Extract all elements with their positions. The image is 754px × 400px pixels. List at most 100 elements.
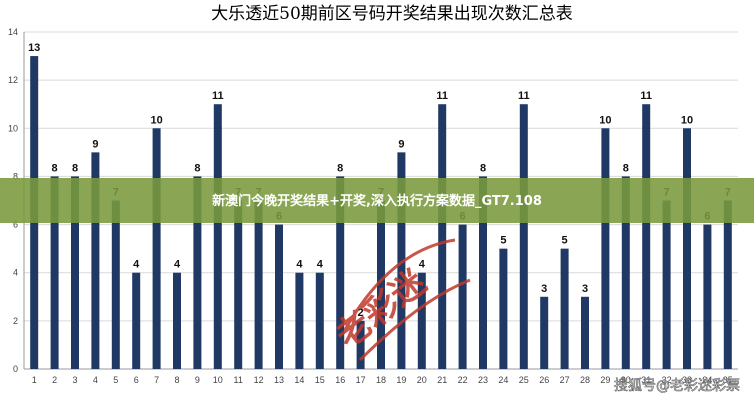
x-tick-label: 11 — [234, 375, 243, 385]
bar — [111, 200, 120, 369]
x-tick-label: 12 — [254, 375, 264, 385]
x-tick-label: 26 — [539, 375, 549, 385]
y-axis-ticks: 0 2 4 6 8 10 12 14 — [8, 27, 18, 374]
bar — [173, 272, 181, 369]
data-label: 8 — [623, 162, 629, 174]
x-tick-label: 31 — [641, 375, 651, 385]
banner — [0, 178, 754, 223]
data-label: 4 — [317, 259, 324, 271]
bar — [254, 200, 263, 369]
chart-title: 大乐透近50期前区号码开奖结果出现次数汇总表 — [211, 4, 573, 24]
x-tick-label: 18 — [376, 375, 386, 385]
y-tick-label: 2 — [13, 316, 18, 326]
bar — [519, 104, 528, 369]
data-label: 3 — [582, 283, 588, 295]
data-label: 5 — [500, 235, 506, 247]
bar — [723, 200, 732, 369]
y-tick-label: 12 — [8, 75, 18, 85]
x-tick-label: 27 — [560, 375, 570, 385]
watermark-text: 搜狐号@老彩迷彩票 — [614, 378, 740, 394]
bar — [560, 248, 569, 369]
y-tick-label: 8 — [13, 171, 18, 181]
bar — [377, 200, 385, 369]
data-label: 10 — [681, 114, 693, 126]
data-label: 9 — [92, 138, 98, 150]
bar — [601, 128, 610, 369]
x-tick-label: 33 — [682, 375, 692, 385]
x-tick-label: 5 — [113, 375, 118, 385]
bar — [132, 272, 141, 369]
data-label: 5 — [562, 235, 568, 247]
bar — [356, 320, 365, 369]
x-tick-label: 35 — [723, 375, 733, 385]
y-tick-label: 14 — [8, 27, 18, 37]
bar — [397, 152, 406, 369]
x-tick-label: 30 — [621, 375, 631, 385]
data-label: 2 — [358, 307, 364, 319]
x-tick-label: 34 — [702, 375, 712, 385]
bar — [152, 128, 161, 369]
bar — [336, 176, 345, 369]
bar — [91, 152, 100, 369]
bar — [499, 248, 508, 369]
data-label: 11 — [518, 90, 530, 102]
bar — [581, 296, 589, 369]
data-label: 4 — [133, 259, 140, 271]
x-tick-label: 19 — [396, 375, 406, 385]
y-tick-label: 6 — [13, 220, 18, 230]
y-tick-label: 4 — [13, 268, 18, 278]
bar — [621, 176, 630, 369]
data-label: 4 — [174, 259, 181, 271]
bar — [71, 176, 79, 369]
x-tick-label: 1 — [32, 375, 37, 385]
y-tick-label: 0 — [13, 364, 18, 374]
bar — [213, 104, 222, 369]
bar — [683, 128, 691, 369]
data-label: 8 — [52, 162, 58, 174]
bar — [417, 272, 426, 369]
data-label: 10 — [599, 114, 611, 126]
x-tick-label: 9 — [195, 375, 200, 385]
bar — [234, 200, 243, 369]
bar — [193, 176, 202, 369]
bar — [662, 200, 671, 369]
x-tick-label: 4 — [93, 375, 98, 385]
x-tick-label: 6 — [134, 375, 139, 385]
y-tick-label: 10 — [8, 123, 18, 133]
x-tick-label: 8 — [174, 375, 179, 385]
x-tick-label: 28 — [580, 375, 590, 385]
data-label: 10 — [150, 114, 162, 126]
x-tick-label: 29 — [600, 375, 610, 385]
x-tick-label: 24 — [498, 375, 508, 385]
data-label: 3 — [541, 283, 547, 295]
data-label: 8 — [72, 162, 78, 174]
data-label: 11 — [436, 90, 448, 102]
bar — [295, 272, 304, 369]
x-tick-label: 22 — [458, 375, 468, 385]
bar — [642, 104, 651, 369]
x-tick-label: 3 — [72, 375, 77, 385]
bar — [315, 272, 324, 369]
x-tick-label: 32 — [662, 375, 672, 385]
x-tick-label: 25 — [519, 375, 529, 385]
x-tick-label: 13 — [274, 375, 284, 385]
x-tick-label: 16 — [335, 375, 345, 385]
x-tick-label: 21 — [437, 375, 447, 385]
x-tick-label: 23 — [478, 375, 488, 385]
x-axis-ticks: 1 2 3 4 5 6 7 8 9 10 11 12 13 14 15 16 17 18 19 20 21 22 23 24 2… — [32, 375, 733, 385]
x-tick-label: 15 — [315, 375, 325, 385]
data-label: 8 — [337, 162, 343, 174]
x-tick-label: 10 — [213, 375, 223, 385]
data-label: 4 — [419, 259, 426, 271]
stamp-stroke — [343, 238, 456, 331]
bar — [438, 104, 447, 369]
banner-text: 新澳门今晚开奖结果+开奖,深入执行方案数据_GT7.108 — [212, 193, 542, 209]
bar — [479, 176, 487, 369]
data-label: 8 — [194, 162, 200, 174]
bar — [540, 296, 549, 369]
bar — [458, 224, 467, 369]
data-label: 8 — [480, 162, 486, 174]
data-label: 9 — [398, 138, 404, 150]
x-tick-label: 2 — [52, 375, 57, 385]
